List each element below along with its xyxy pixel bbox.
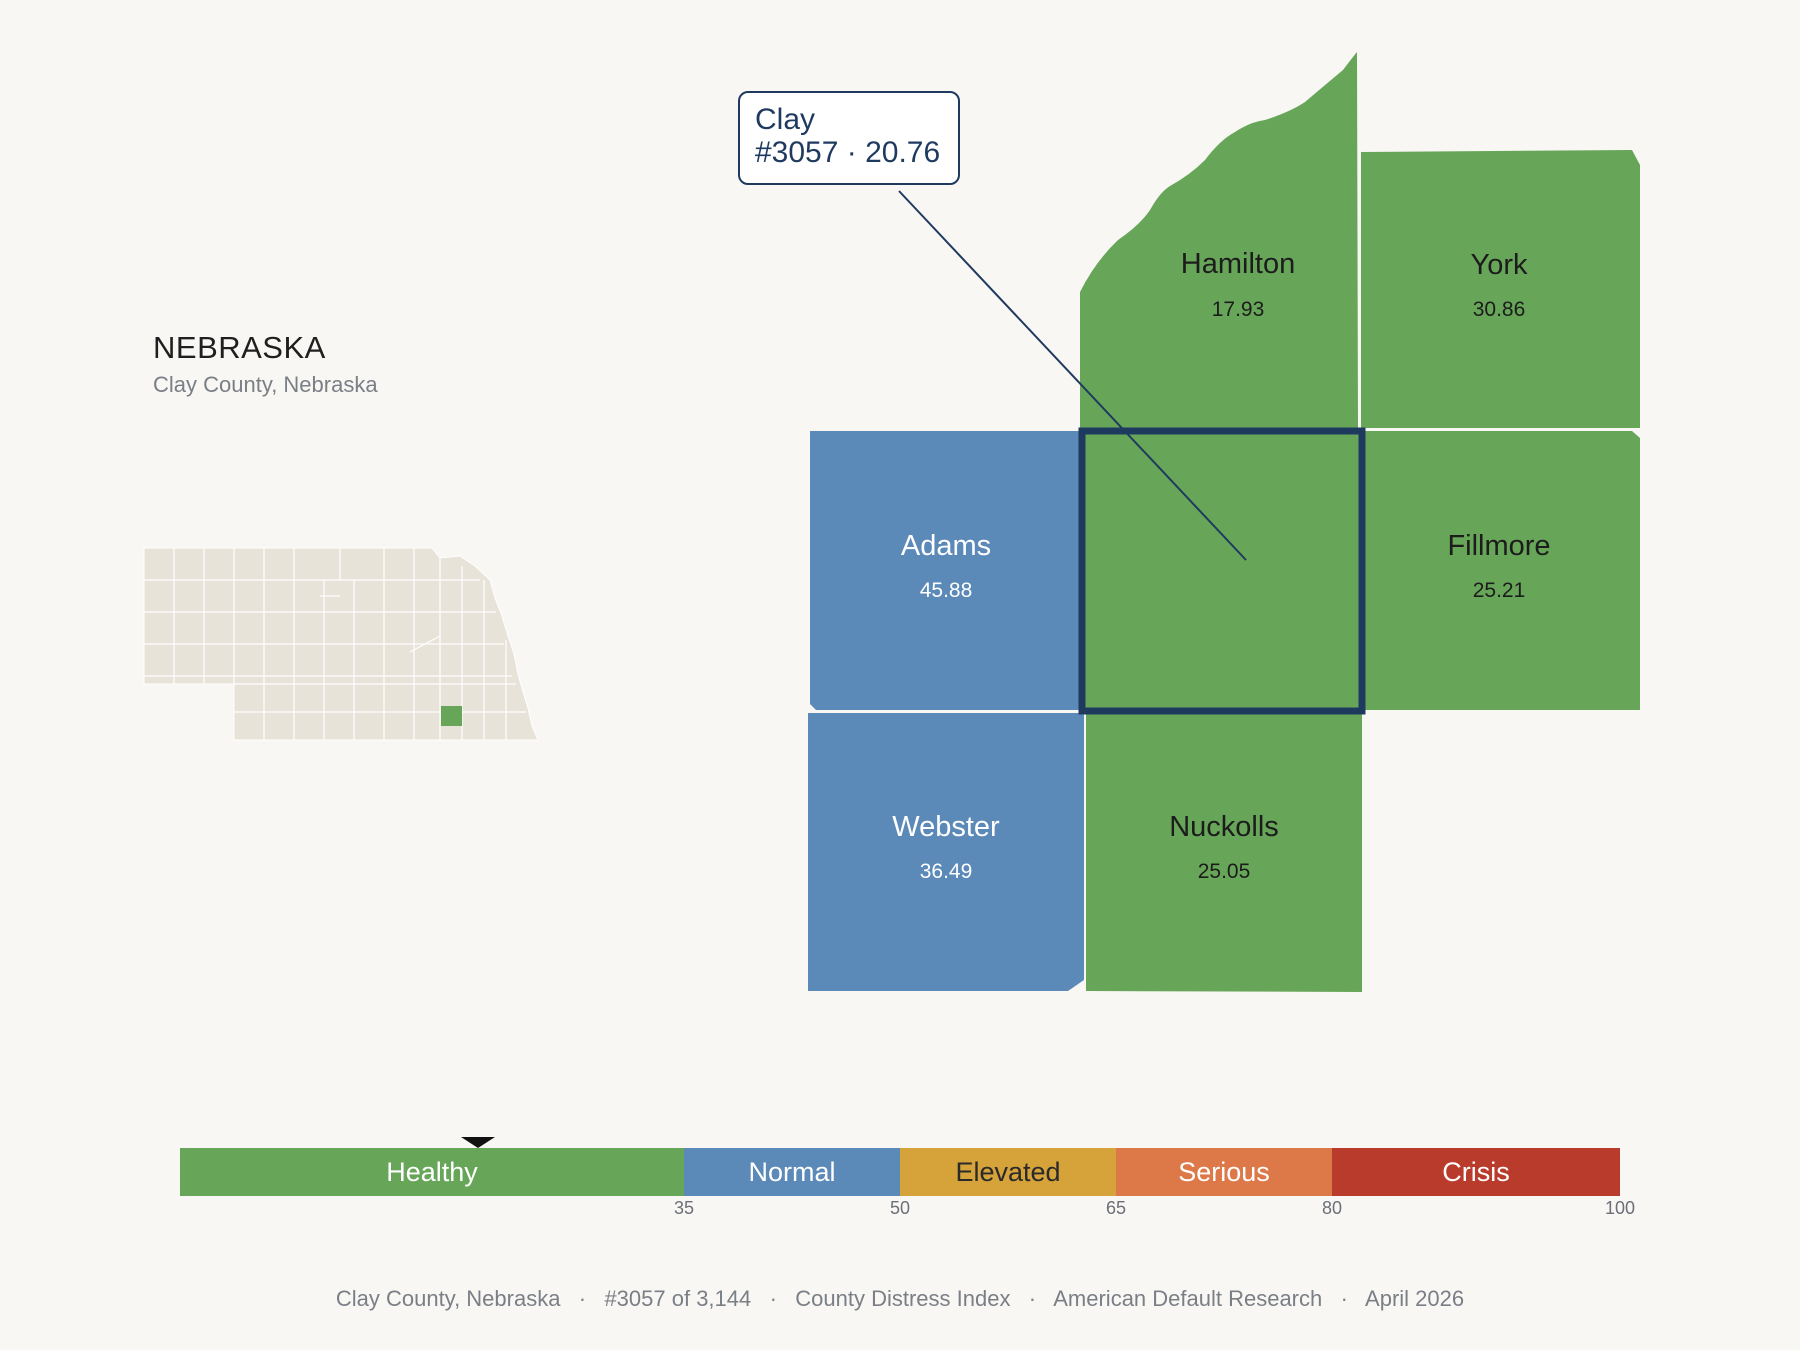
county-grid-lines (144, 548, 526, 740)
county-york-name: York (1471, 249, 1528, 281)
callout-county-name: Clay (755, 103, 816, 136)
county-adams-shape (810, 431, 1080, 710)
focus-county-callout: Clay #3057 · 20.76 (738, 91, 960, 185)
county-fillmore[interactable]: Fillmore 25.21 (1363, 431, 1640, 710)
legend-tick: 35 (673, 1198, 695, 1218)
clay-county-highlight-border (1078, 427, 1366, 715)
county-york-shape (1361, 150, 1640, 428)
callout-rank-score: #3057 · 20.76 (755, 136, 941, 169)
county-hamilton-shape (1080, 52, 1358, 428)
county-hamilton[interactable]: Hamilton 17.93 (1080, 52, 1358, 428)
county-fillmore-shape (1363, 431, 1640, 710)
legend-tick: 100 (1604, 1198, 1636, 1218)
legend-tick: 80 (1321, 1198, 1343, 1218)
legend-tick: 65 (1105, 1198, 1127, 1218)
score-marker-triangle-icon (461, 1137, 495, 1148)
legend-segment-crisis: Crisis (1332, 1148, 1620, 1196)
county-clay-shape (1081, 431, 1361, 711)
legend-segment-normal: Normal (684, 1148, 900, 1196)
county-nuckolls[interactable]: Nuckolls 25.05 (1086, 713, 1362, 992)
county-webster-score: 36.49 (920, 860, 973, 883)
county-webster[interactable]: Webster 36.49 (808, 713, 1084, 991)
county-hamilton-score: 17.93 (1212, 298, 1265, 321)
legend-segment-serious: Serious (1116, 1148, 1332, 1196)
legend-segment-healthy: Healthy (180, 1148, 684, 1196)
county-york[interactable]: York 30.86 (1361, 150, 1640, 428)
county-fillmore-name: Fillmore (1447, 530, 1550, 562)
clay-county-locator-marker (441, 706, 462, 726)
county-clay[interactable] (1081, 431, 1361, 711)
county-nuckolls-score: 25.05 (1198, 860, 1251, 883)
county-york-score: 30.86 (1473, 298, 1526, 321)
county-hamilton-name: Hamilton (1181, 248, 1295, 280)
county-webster-shape (808, 713, 1084, 991)
county-nuckolls-name: Nuckolls (1169, 811, 1279, 843)
legend-segment-elevated: Elevated (900, 1148, 1116, 1196)
state-title: NEBRASKA (153, 330, 326, 365)
county-adams[interactable]: Adams 45.88 (810, 431, 1080, 710)
county-fillmore-score: 25.21 (1473, 579, 1526, 602)
county-nuckolls-shape (1086, 713, 1362, 992)
county-adams-name: Adams (901, 530, 991, 562)
distress-legend-bar: Healthy Normal Elevated Serious Crisis (180, 1148, 1620, 1196)
state-locator-map (143, 547, 539, 741)
county-adams-score: 45.88 (920, 579, 973, 602)
state-subtitle: Clay County, Nebraska (153, 372, 378, 397)
callout-leader-line (898, 190, 1247, 561)
legend-tick: 50 (889, 1198, 911, 1218)
footer-caption: Clay County, Nebraska · #3057 of 3,144 ·… (335, 1286, 1465, 1311)
county-webster-name: Webster (892, 811, 1000, 843)
